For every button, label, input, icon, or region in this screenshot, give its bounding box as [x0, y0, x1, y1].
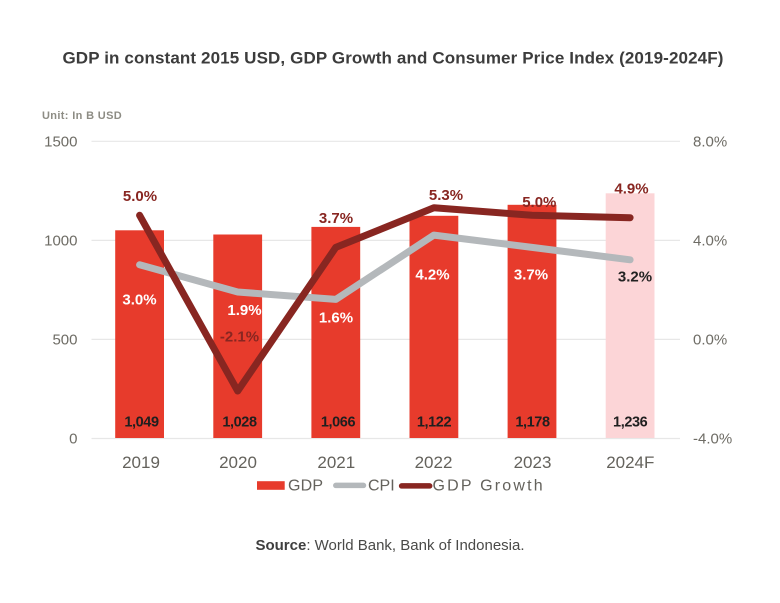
svg-text:Source: World Bank, Bank of In: Source: World Bank, Bank of Indonesia.	[255, 537, 524, 554]
svg-text:GDP in constant 2015 USD, GDP: GDP in constant 2015 USD, GDP Growth and…	[62, 49, 723, 68]
svg-text:Unit: In B USD: Unit: In B USD	[42, 110, 122, 122]
svg-text:0.0%: 0.0%	[693, 332, 727, 349]
svg-text:1000: 1000	[44, 233, 77, 250]
svg-text:5.0%: 5.0%	[522, 194, 556, 211]
svg-text:1,122: 1,122	[417, 415, 452, 431]
svg-text:2021: 2021	[317, 453, 355, 472]
svg-text:-4.0%: -4.0%	[693, 431, 732, 448]
svg-text:1500: 1500	[44, 134, 77, 151]
svg-text:1,178: 1,178	[515, 415, 550, 431]
svg-text:1.9%: 1.9%	[227, 302, 261, 319]
svg-text:2020: 2020	[219, 453, 257, 472]
svg-text:4.0%: 4.0%	[693, 233, 727, 250]
svg-text:CPI: CPI	[368, 477, 395, 494]
svg-text:3.7%: 3.7%	[514, 267, 548, 284]
svg-text:GDP Growth: GDP Growth	[433, 478, 545, 495]
svg-text:1,066: 1,066	[321, 415, 356, 431]
svg-text:3.0%: 3.0%	[122, 292, 156, 309]
svg-text:3.2%: 3.2%	[618, 269, 652, 286]
svg-text:2023: 2023	[514, 453, 552, 472]
svg-text:1.6%: 1.6%	[319, 310, 353, 327]
svg-text:1,028: 1,028	[222, 415, 257, 431]
svg-text:GDP: GDP	[288, 477, 323, 494]
svg-text:3.7%: 3.7%	[319, 210, 353, 227]
svg-text:0: 0	[69, 431, 77, 448]
svg-text:5.3%: 5.3%	[429, 187, 463, 204]
svg-text:2019: 2019	[122, 453, 160, 472]
svg-text:1,049: 1,049	[124, 415, 159, 431]
svg-text:4.9%: 4.9%	[614, 180, 648, 197]
svg-text:2022: 2022	[415, 453, 453, 472]
svg-text:5.0%: 5.0%	[123, 188, 157, 205]
svg-text:-2.1%: -2.1%	[220, 329, 259, 346]
svg-text:8.0%: 8.0%	[693, 134, 727, 151]
svg-text:4.2%: 4.2%	[415, 267, 449, 284]
svg-text:1,236: 1,236	[613, 415, 648, 431]
svg-text:500: 500	[52, 332, 77, 349]
svg-text:2024F: 2024F	[606, 453, 654, 472]
